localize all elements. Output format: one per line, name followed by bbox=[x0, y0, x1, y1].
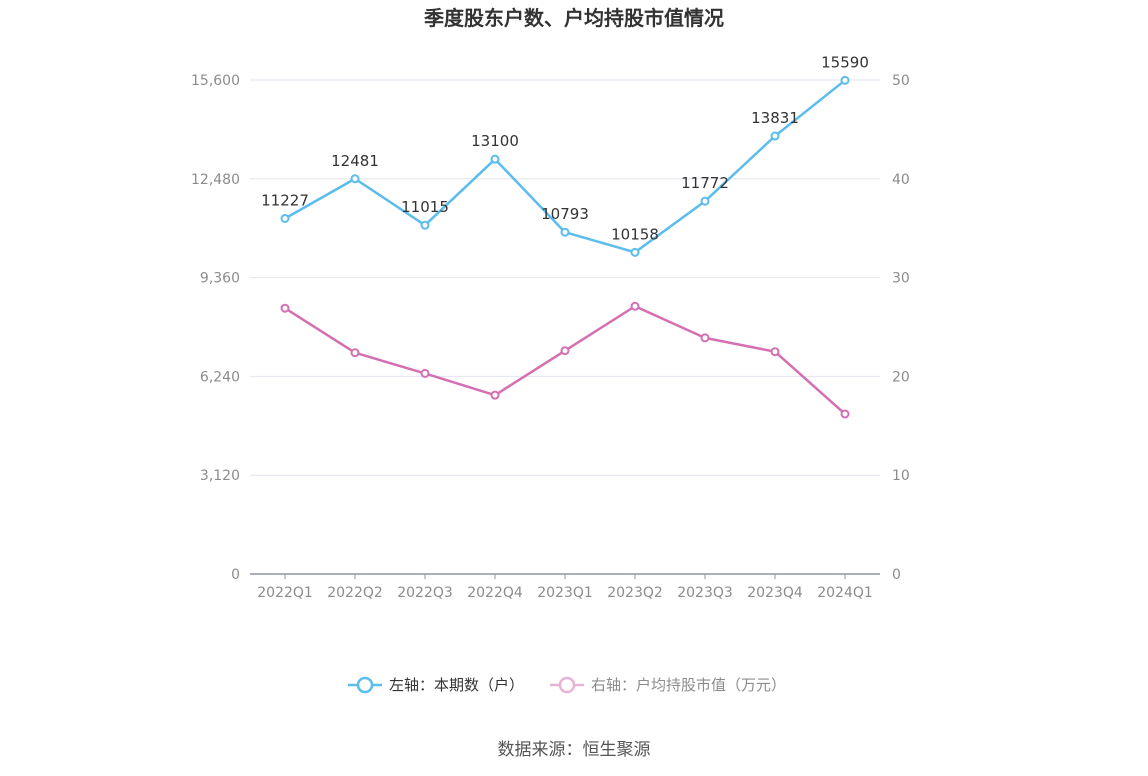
left-tick-label: 12,480 bbox=[191, 172, 240, 188]
data-point[interactable] bbox=[280, 213, 290, 223]
data-point[interactable] bbox=[630, 301, 640, 311]
x-tick-label: 2022Q2 bbox=[327, 585, 383, 601]
legend-label: 左轴：本期数（户） bbox=[389, 676, 524, 694]
right-tick-label: 20 bbox=[892, 369, 910, 385]
source-note: 数据来源：恒生聚源 bbox=[498, 740, 651, 760]
data-label: 11772 bbox=[681, 174, 729, 192]
x-tick-label: 2022Q1 bbox=[257, 585, 313, 601]
x-tick-label: 2023Q2 bbox=[607, 585, 663, 601]
x-tick-label: 2023Q4 bbox=[747, 585, 803, 601]
data-point[interactable] bbox=[350, 174, 360, 184]
legend-marker-icon bbox=[558, 676, 576, 694]
grid-lines bbox=[250, 79, 880, 476]
x-tick-label: 2023Q3 bbox=[677, 585, 733, 601]
left-tick-label: 15,600 bbox=[191, 73, 240, 89]
data-point[interactable] bbox=[630, 247, 640, 257]
data-point[interactable] bbox=[840, 409, 850, 419]
data-point[interactable] bbox=[840, 75, 850, 85]
data-point[interactable] bbox=[490, 154, 500, 164]
data-point[interactable] bbox=[700, 196, 710, 206]
data-point[interactable] bbox=[770, 347, 780, 357]
data-label: 12481 bbox=[331, 152, 379, 170]
data-point[interactable] bbox=[420, 220, 430, 230]
left-tick-label: 6,240 bbox=[200, 369, 240, 385]
x-tick-label: 2023Q1 bbox=[537, 585, 593, 601]
x-axis: 2022Q1 2022Q2 2022Q3 2022Q4 2023Q1 2023Q2 2023… bbox=[250, 573, 880, 601]
data-label: 10793 bbox=[541, 205, 589, 223]
x-tick-label: 2024Q1 bbox=[817, 585, 873, 601]
legend-item-0[interactable]: 左轴：本期数（户） bbox=[348, 676, 524, 694]
data-point[interactable] bbox=[280, 303, 290, 313]
legend-label: 右轴：户均持股市值（万元） bbox=[591, 676, 786, 694]
left-tick-label: 0 bbox=[231, 567, 240, 583]
data-label: 13831 bbox=[751, 109, 799, 127]
right-tick-label: 30 bbox=[892, 271, 910, 287]
legend-marker-icon bbox=[356, 676, 374, 694]
data-point[interactable] bbox=[770, 131, 780, 141]
legend-item-1[interactable]: 右轴：户均持股市值（万元） bbox=[550, 676, 786, 694]
data-label: 11015 bbox=[401, 198, 449, 216]
data-point[interactable] bbox=[490, 390, 500, 400]
data-label: 10158 bbox=[611, 225, 659, 243]
data-label: 13100 bbox=[471, 132, 519, 150]
right-tick-label: 50 bbox=[892, 73, 910, 89]
right-axis: 0 10 20 30 40 50 bbox=[892, 73, 910, 583]
series-layer: 11227 12481 11015 13100 10793 10158 11772 13831… bbox=[261, 53, 869, 419]
left-tick-label: 3,120 bbox=[200, 468, 240, 484]
right-tick-label: 40 bbox=[892, 172, 910, 188]
x-tick-label: 2022Q4 bbox=[467, 585, 523, 601]
data-point[interactable] bbox=[420, 368, 430, 378]
data-label: 15590 bbox=[821, 53, 869, 71]
data-point[interactable] bbox=[560, 346, 570, 356]
data-point[interactable] bbox=[700, 333, 710, 343]
right-tick-label: 10 bbox=[892, 468, 910, 484]
series-line-1 bbox=[284, 305, 846, 415]
data-point[interactable] bbox=[350, 348, 360, 358]
legend[interactable]: 左轴：本期数（户） 右轴：户均持股市值（万元） bbox=[348, 676, 786, 694]
left-tick-label: 9,360 bbox=[200, 271, 240, 287]
chart-title: 季度股东户数、户均持股市值情况 bbox=[423, 6, 724, 30]
right-tick-label: 0 bbox=[892, 567, 901, 583]
x-tick-label: 2022Q3 bbox=[397, 585, 453, 601]
data-point[interactable] bbox=[560, 227, 570, 237]
data-label: 11227 bbox=[261, 191, 309, 209]
left-axis: 0 3,120 6,240 9,360 12,480 15,600 bbox=[191, 73, 240, 583]
